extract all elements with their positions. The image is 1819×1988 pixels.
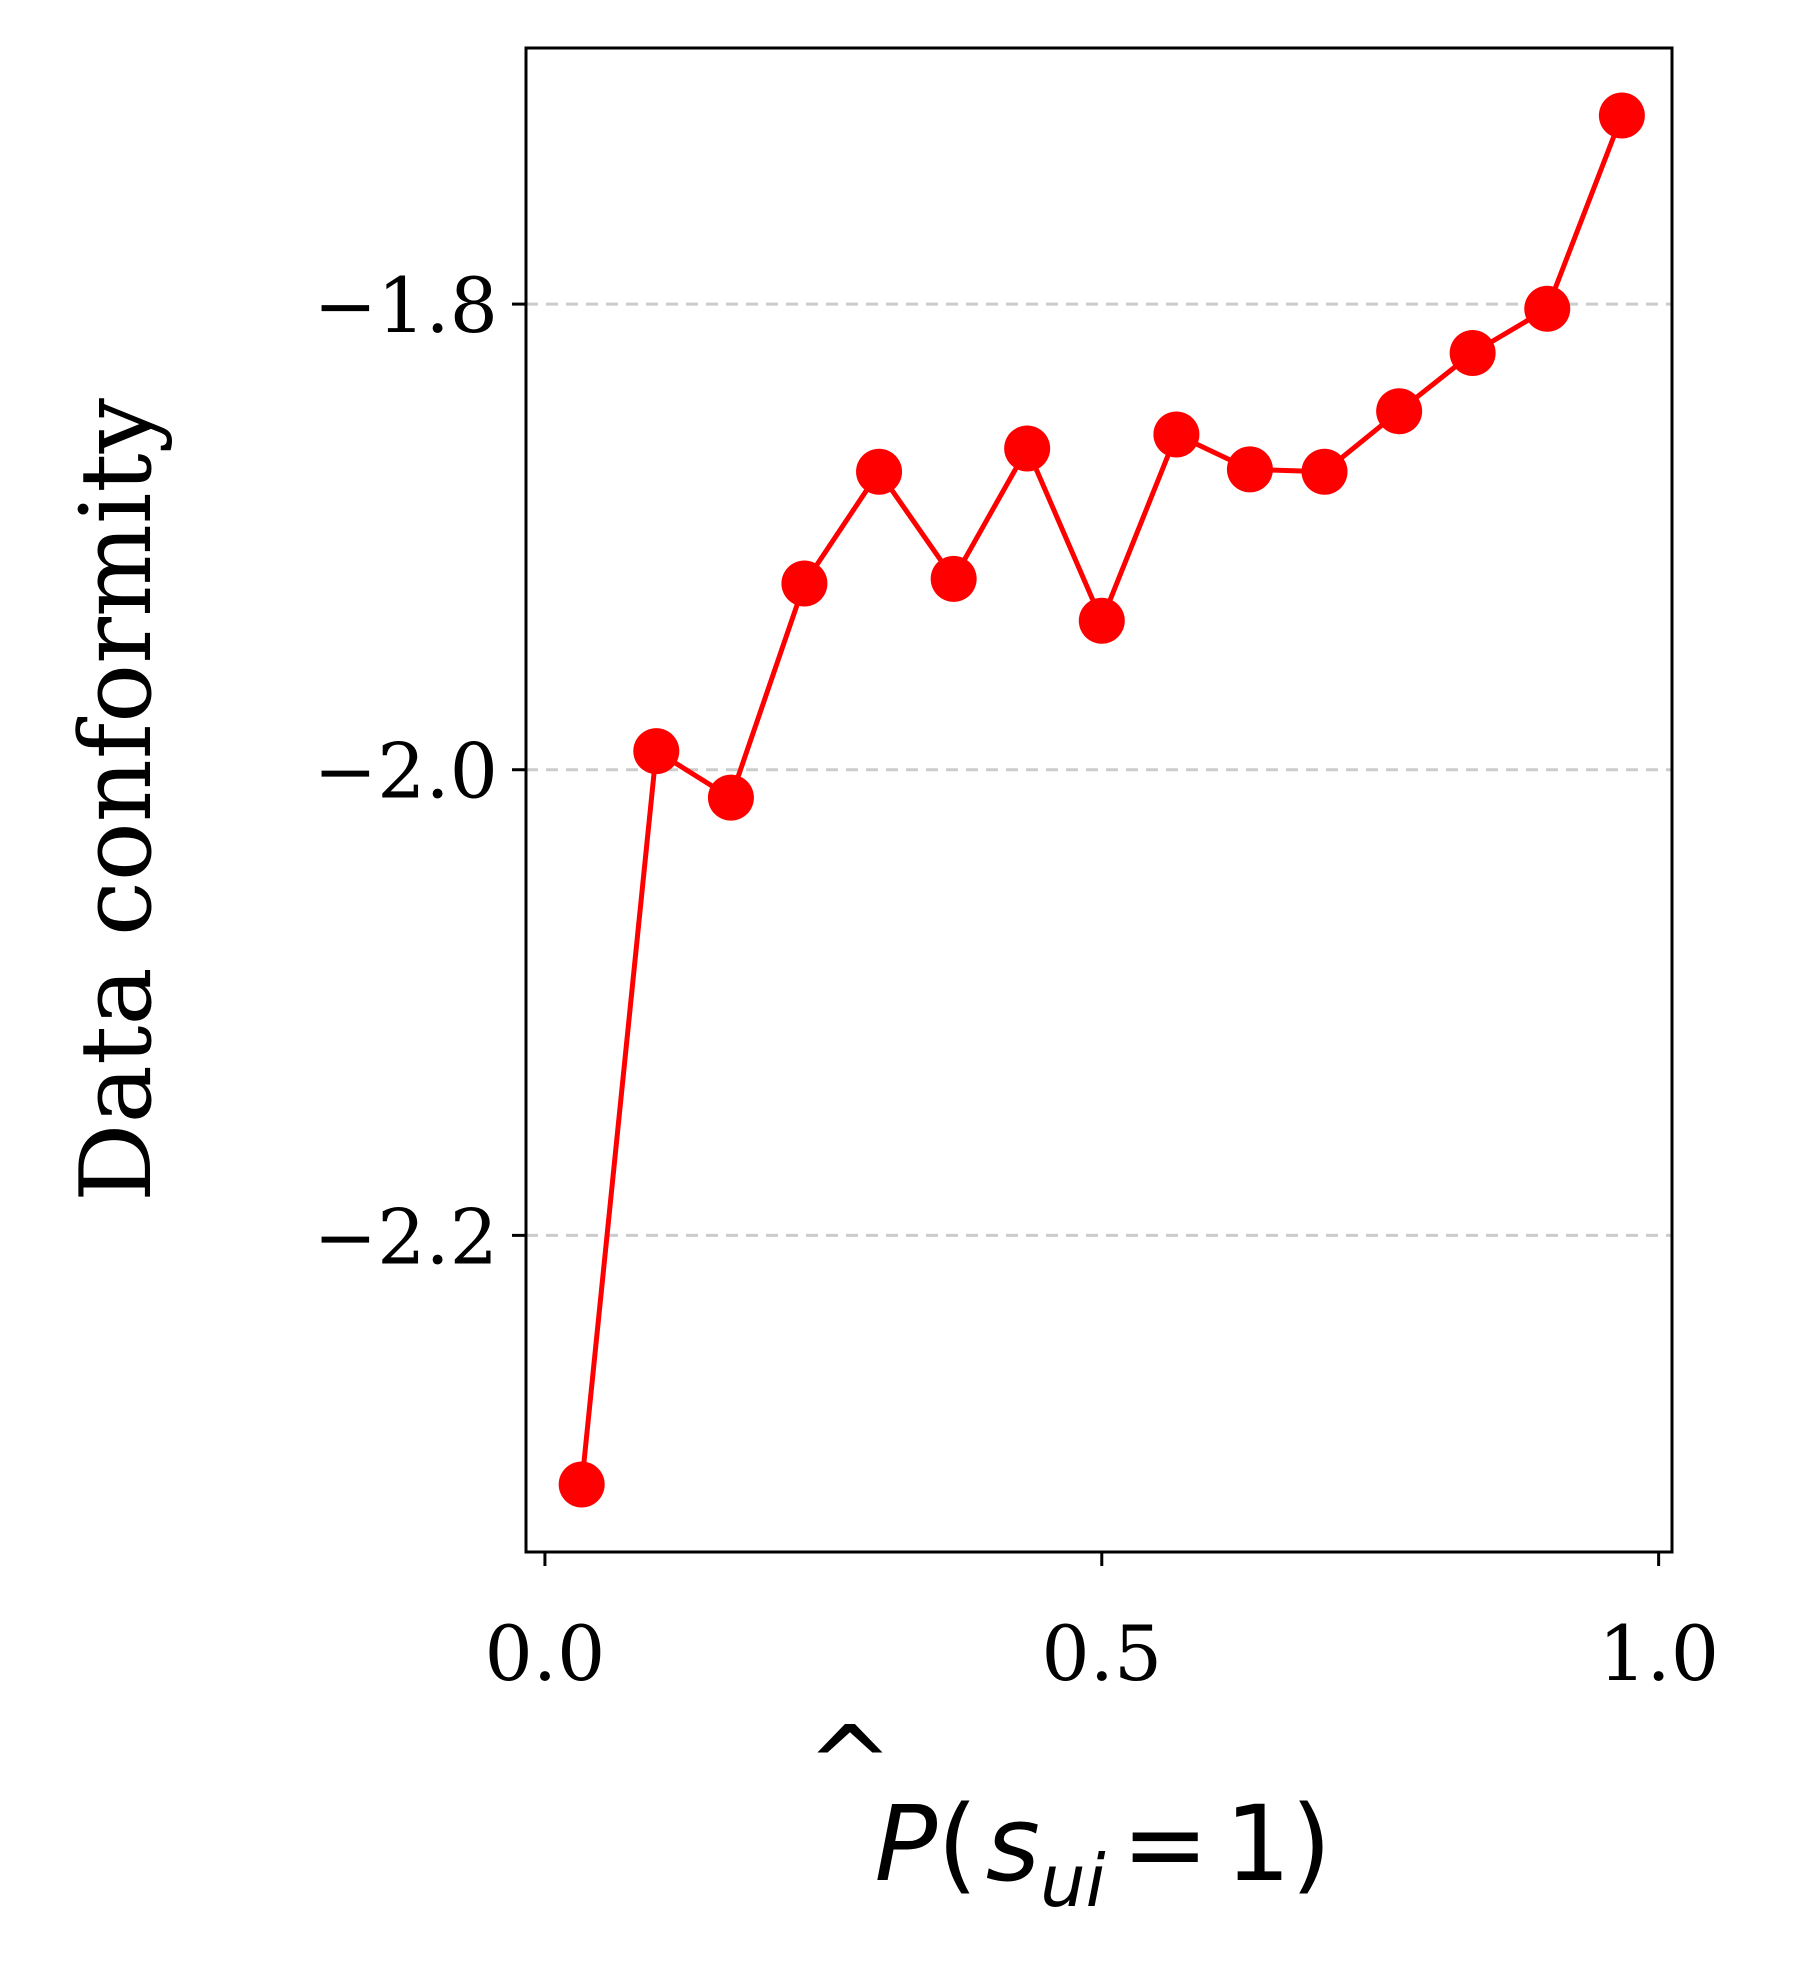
- y-tick-label: −1.8: [313, 261, 498, 350]
- data-point: [1301, 448, 1348, 495]
- x-axis-label-s: s: [986, 1783, 1040, 1905]
- data-point: [1078, 597, 1125, 644]
- data-point: [856, 448, 903, 495]
- y-tick-label: −2.2: [313, 1192, 498, 1281]
- x-axis-label-equals: =: [1122, 1783, 1209, 1905]
- x-axis-label-open-paren: (: [937, 1783, 978, 1905]
- x-axis-label-p: P: [874, 1783, 937, 1905]
- x-axis-label-subscript: ui: [1040, 1839, 1106, 1923]
- axis-ticks: −2.2 −2.0 −1.8 0.0 0.5 1.0: [313, 261, 1719, 1698]
- x-tick-label: 0.0: [484, 1609, 605, 1698]
- x-axis-label-one: 1: [1225, 1783, 1291, 1905]
- data-point: [781, 560, 828, 607]
- data-point: [633, 728, 680, 775]
- data-point: [1449, 329, 1496, 376]
- y-tick-label: −2.0: [313, 727, 498, 816]
- x-tick-label: 1.0: [1598, 1609, 1719, 1698]
- data-point: [1153, 411, 1200, 458]
- x-tick-label: 0.5: [1041, 1609, 1162, 1698]
- x-axis-label-close-paren: ): [1291, 1783, 1332, 1905]
- data-point: [707, 774, 754, 821]
- data-point: [1004, 425, 1051, 472]
- series-layer: [558, 92, 1645, 1508]
- x-axis-label: P(sui = 1): [874, 1783, 1331, 1923]
- x-axis-label-hat: ^: [806, 1703, 893, 1825]
- grid-lines: [526, 302, 1672, 1237]
- data-point: [558, 1461, 605, 1508]
- data-point: [930, 555, 977, 602]
- data-point: [1226, 446, 1273, 493]
- data-point: [1524, 285, 1571, 332]
- data-point: [1376, 388, 1423, 435]
- y-axis-label: Data conformity: [60, 397, 174, 1202]
- plot-area-frame: [524, 46, 1674, 1554]
- data-point: [1598, 92, 1645, 139]
